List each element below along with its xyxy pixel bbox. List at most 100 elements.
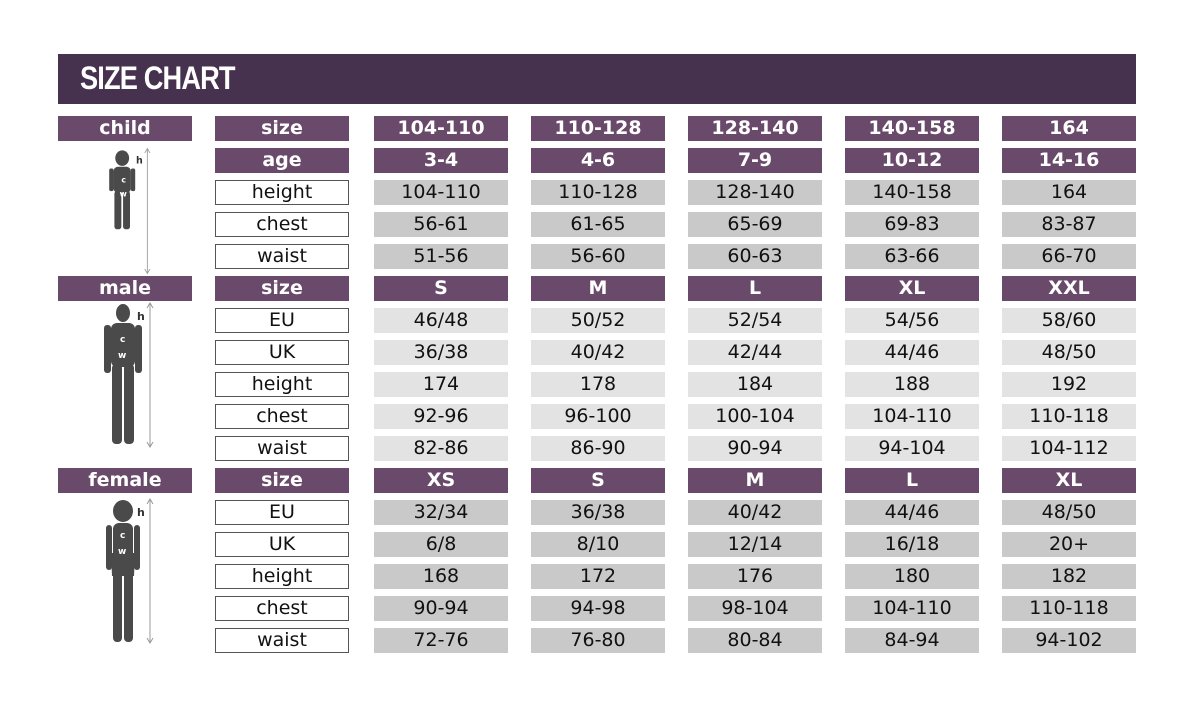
table-cell: 164 [1002, 116, 1136, 141]
row-label-chest: chest [215, 596, 349, 621]
table-cell: 140-158 [845, 116, 979, 141]
row-label-eu: EU [215, 500, 349, 525]
table-cell: 65-69 [688, 212, 822, 237]
male-silhouette-icon: h c w [95, 300, 165, 466]
chest-marker-label: c [121, 175, 126, 184]
table-cell: 63-66 [845, 244, 979, 269]
table-cell: 12/14 [688, 532, 822, 557]
table-cell: 42/44 [688, 340, 822, 365]
table-cell: 20+ [1002, 532, 1136, 557]
table-cell: 44/46 [845, 500, 979, 525]
table-cell: 182 [1002, 564, 1136, 589]
table-cell: 14-16 [1002, 148, 1136, 173]
table-cell: 58/60 [1002, 308, 1136, 333]
table-cell: 72-76 [374, 628, 508, 653]
table-cell: 94-104 [845, 436, 979, 461]
table-cell: 168 [374, 564, 508, 589]
row-label-waist: waist [215, 244, 349, 269]
table-cell: 176 [688, 564, 822, 589]
table-cell: S [531, 468, 665, 493]
section-label-female: female [58, 468, 192, 493]
table-cell: 40/42 [531, 340, 665, 365]
table-cell: 52/54 [688, 308, 822, 333]
table-cell: 32/34 [374, 500, 508, 525]
row-label-waist: waist [215, 628, 349, 653]
table-cell: XL [1002, 468, 1136, 493]
table-cell: 172 [531, 564, 665, 589]
table-cell: 48/50 [1002, 500, 1136, 525]
row-label-height: height [215, 564, 349, 589]
table-cell: 96-100 [531, 404, 665, 429]
table-cell: 51-56 [374, 244, 508, 269]
table-cell: 36/38 [374, 340, 508, 365]
table-cell: 40/42 [688, 500, 822, 525]
table-cell: 7-9 [688, 148, 822, 173]
title-bar: SIZE CHART [58, 54, 1136, 104]
table-cell: 16/18 [845, 532, 979, 557]
table-cell: 90-94 [688, 436, 822, 461]
table-cell: XS [374, 468, 508, 493]
table-cell: 56-60 [531, 244, 665, 269]
table-cell: 50/52 [531, 308, 665, 333]
table-cell: 84-94 [845, 628, 979, 653]
row-label-waist: waist [215, 436, 349, 461]
table-cell: 184 [688, 372, 822, 397]
table-cell: 82-86 [374, 436, 508, 461]
table-cell: 66-70 [1002, 244, 1136, 269]
table-cell: 110-128 [531, 180, 665, 205]
table-cell: 98-104 [688, 596, 822, 621]
table-cell: 92-96 [374, 404, 508, 429]
table-cell: XL [845, 276, 979, 301]
page-title: SIZE CHART [80, 60, 236, 96]
table-cell: 164 [1002, 180, 1136, 205]
table-cell: 90-94 [374, 596, 508, 621]
table-cell: 54/56 [845, 308, 979, 333]
table-cell: 76-80 [531, 628, 665, 653]
table-cell: 192 [1002, 372, 1136, 397]
row-label-size: size [215, 468, 349, 493]
table-cell: 10-12 [845, 148, 979, 173]
table-cell: 100-104 [688, 404, 822, 429]
height-marker-label: h [136, 155, 143, 166]
section-label-male: male [58, 276, 192, 301]
table-cell: 180 [845, 564, 979, 589]
table-cell: L [688, 276, 822, 301]
row-label-size: size [215, 276, 349, 301]
table-cell: 6/8 [374, 532, 508, 557]
waist-marker-label: w [118, 351, 126, 361]
table-cell: 128-140 [688, 116, 822, 141]
table-cell: 94-102 [1002, 628, 1136, 653]
table-cell: 104-110 [374, 180, 508, 205]
table-cell: 110-118 [1002, 596, 1136, 621]
row-label-height: height [215, 372, 349, 397]
table-cell: L [845, 468, 979, 493]
row-label-height: height [215, 180, 349, 205]
table-cell: 8/10 [531, 532, 665, 557]
row-label-size: size [215, 116, 349, 141]
table-cell: 178 [531, 372, 665, 397]
table-cell: 48/50 [1002, 340, 1136, 365]
row-label-chest: chest [215, 212, 349, 237]
table-cell: 60-63 [688, 244, 822, 269]
table-cell: XXL [1002, 276, 1136, 301]
row-label-uk: UK [215, 532, 349, 557]
row-label-uk: UK [215, 340, 349, 365]
child-silhouette-icon: h c w [95, 146, 165, 280]
row-label-age: age [215, 148, 349, 173]
table-cell: 174 [374, 372, 508, 397]
table-cell: 83-87 [1002, 212, 1136, 237]
height-marker-label: h [137, 506, 145, 519]
chest-marker-label: c [120, 335, 125, 345]
table-cell: 4-6 [531, 148, 665, 173]
table-cell: M [688, 468, 822, 493]
table-cell: 80-84 [688, 628, 822, 653]
table-cell: 128-140 [688, 180, 822, 205]
table-cell: 140-158 [845, 180, 979, 205]
table-cell: 104-110 [845, 404, 979, 429]
table-cell: 94-98 [531, 596, 665, 621]
table-cell: 104-112 [1002, 436, 1136, 461]
table-cell: 104-110 [845, 596, 979, 621]
section-label-child: child [58, 116, 192, 141]
table-cell: 104-110 [374, 116, 508, 141]
table-cell: 36/38 [531, 500, 665, 525]
